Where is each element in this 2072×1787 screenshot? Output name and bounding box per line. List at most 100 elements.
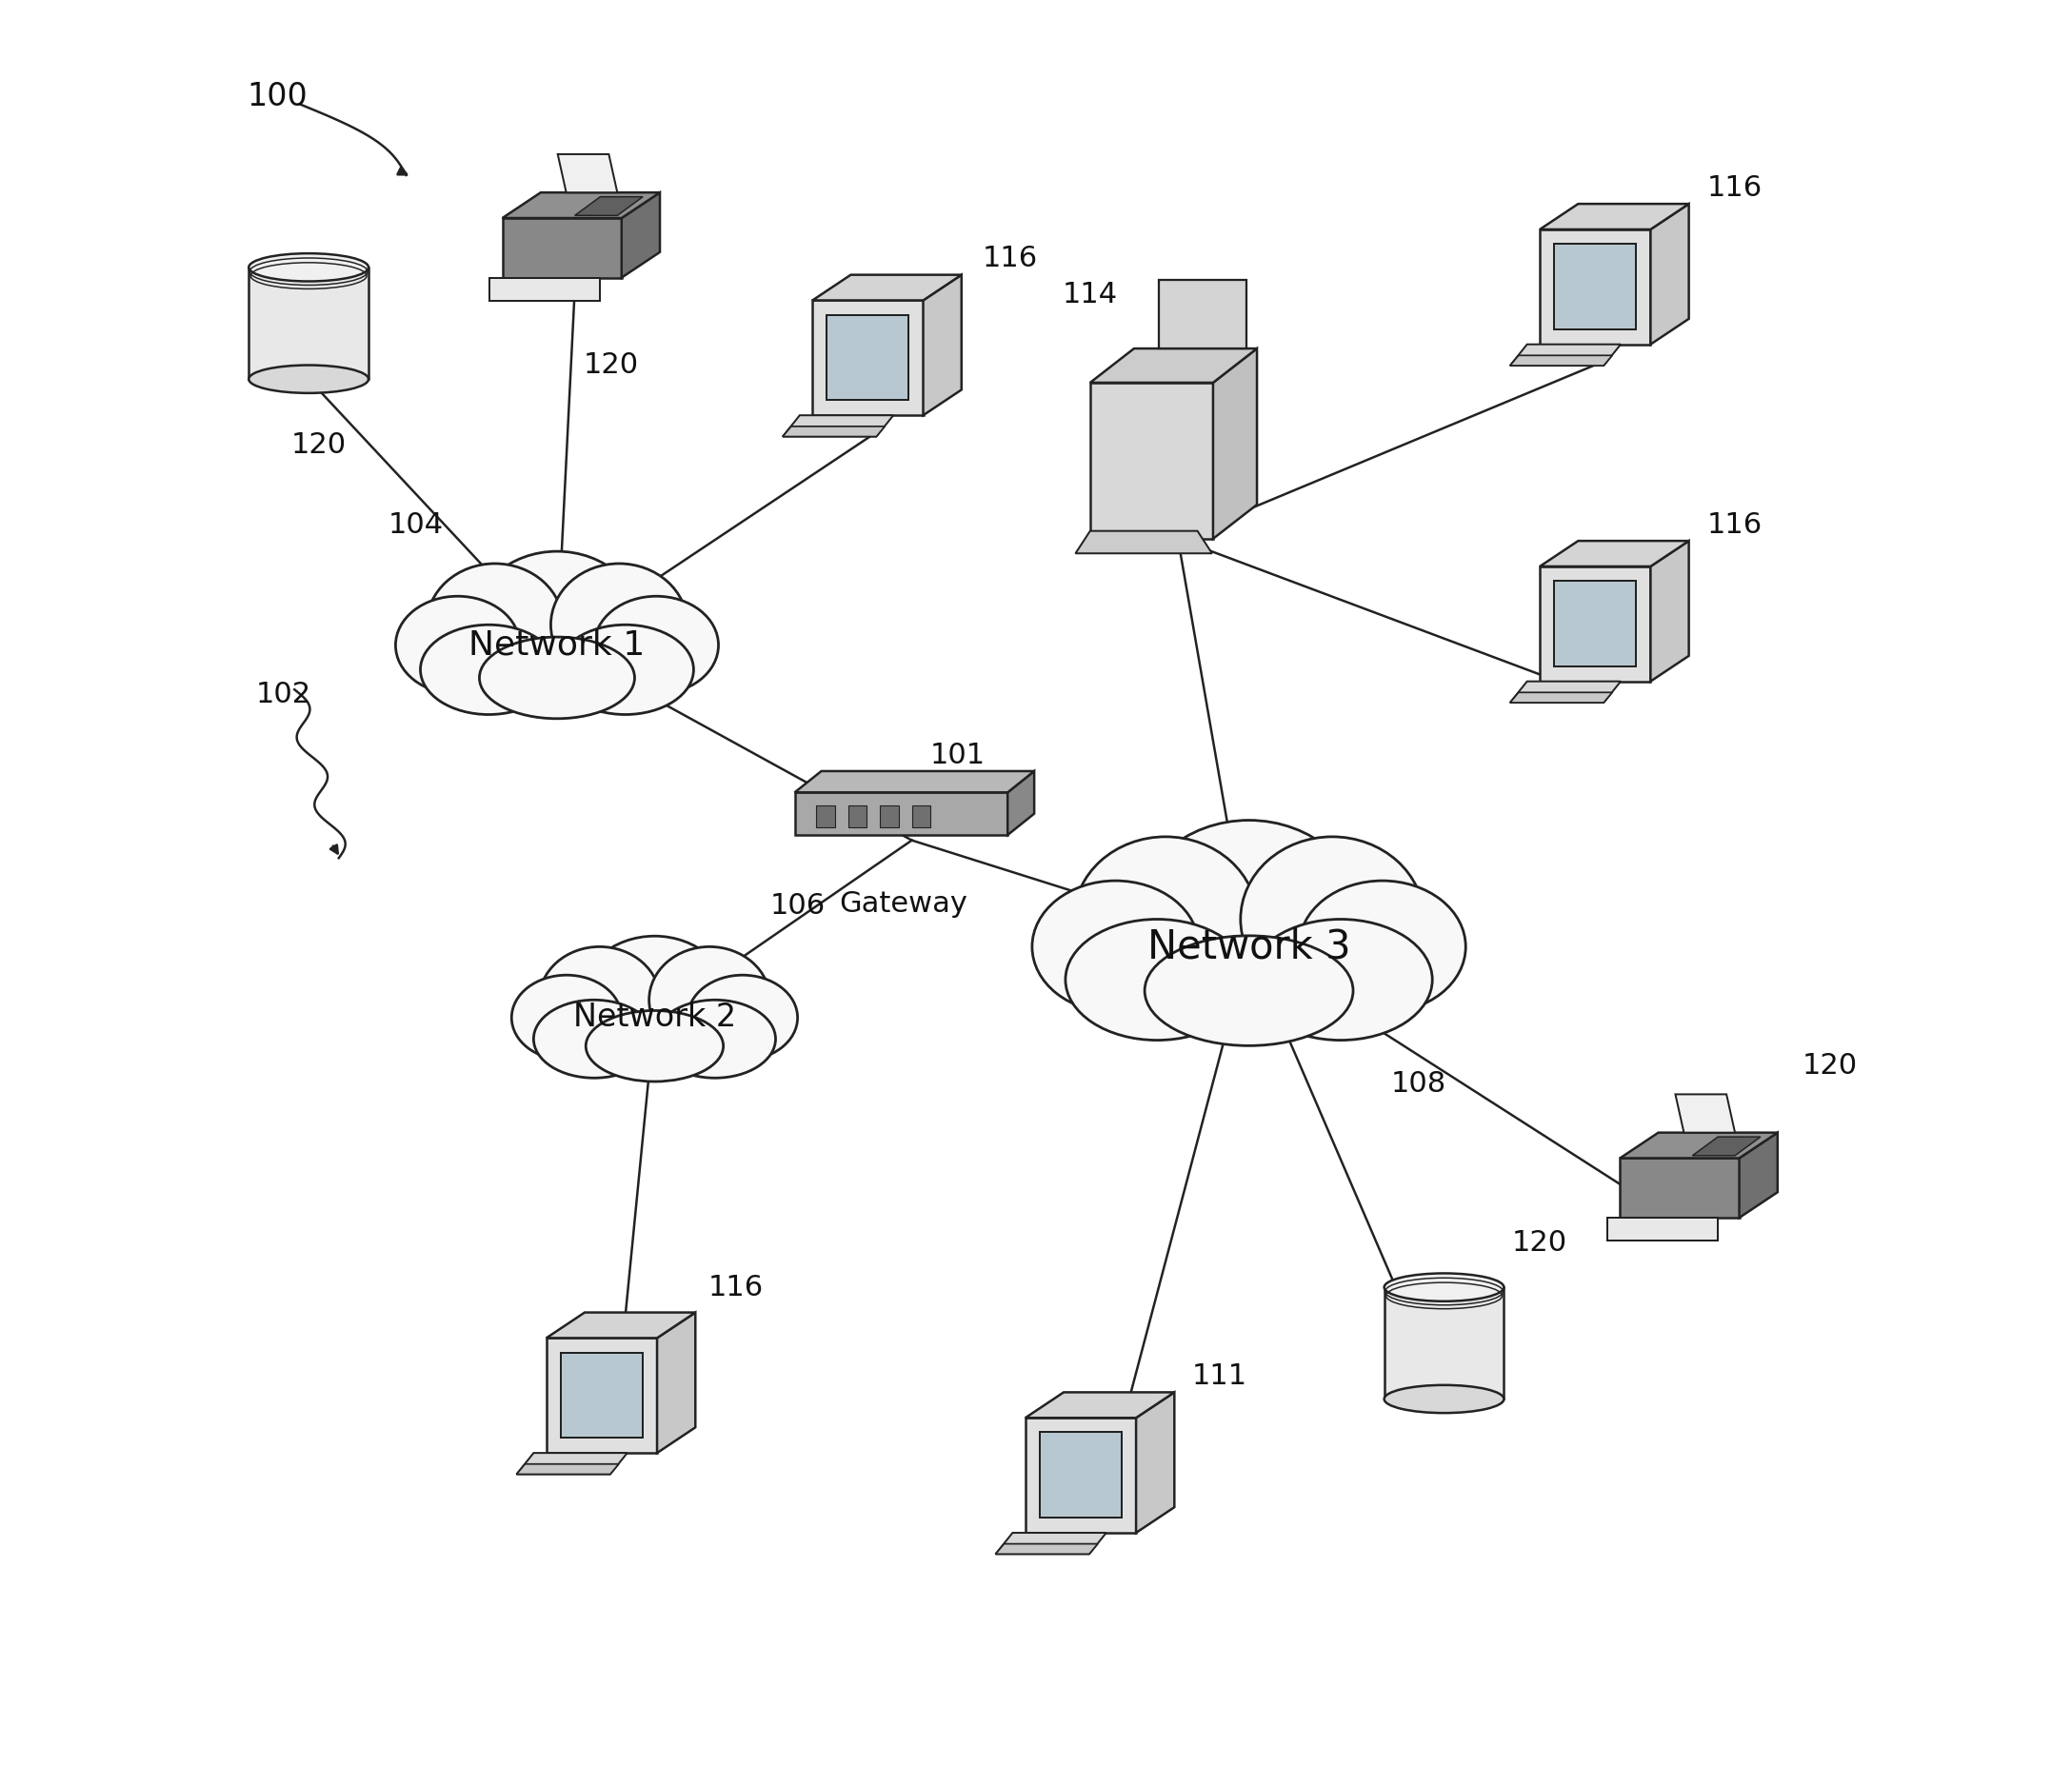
Polygon shape [489, 277, 601, 300]
Ellipse shape [586, 1011, 723, 1081]
Polygon shape [816, 806, 835, 827]
Ellipse shape [539, 947, 661, 1053]
Ellipse shape [249, 365, 369, 393]
Polygon shape [1135, 1392, 1175, 1533]
Text: 116: 116 [709, 1274, 762, 1301]
Polygon shape [1026, 1417, 1135, 1533]
Polygon shape [847, 806, 866, 827]
Ellipse shape [479, 636, 634, 718]
Polygon shape [501, 218, 622, 277]
Polygon shape [995, 1533, 1106, 1555]
Polygon shape [516, 1464, 620, 1474]
Text: 104: 104 [387, 511, 443, 538]
Text: Network 1: Network 1 [468, 629, 644, 661]
Polygon shape [924, 275, 961, 415]
Polygon shape [1026, 1392, 1175, 1417]
Polygon shape [1539, 204, 1689, 229]
Polygon shape [1510, 356, 1612, 366]
Polygon shape [995, 1544, 1098, 1555]
Text: 116: 116 [1707, 511, 1761, 538]
Text: 116: 116 [982, 245, 1038, 273]
Text: 120: 120 [1510, 1229, 1566, 1256]
Polygon shape [1693, 1137, 1761, 1156]
Text: 120: 120 [1803, 1053, 1859, 1079]
Polygon shape [622, 193, 659, 277]
Polygon shape [1040, 1433, 1121, 1517]
Polygon shape [1007, 772, 1034, 835]
Polygon shape [1075, 531, 1212, 554]
Ellipse shape [396, 597, 520, 693]
Polygon shape [1539, 541, 1689, 566]
Polygon shape [1158, 281, 1245, 348]
Text: 120: 120 [584, 352, 638, 379]
Ellipse shape [1384, 1385, 1504, 1414]
Polygon shape [547, 1312, 696, 1338]
Text: 102: 102 [255, 681, 311, 708]
Polygon shape [796, 792, 1007, 835]
Text: 100: 100 [247, 80, 307, 113]
Ellipse shape [655, 1001, 775, 1078]
Polygon shape [557, 154, 617, 193]
Text: 120: 120 [290, 431, 346, 459]
Polygon shape [796, 772, 1034, 792]
Polygon shape [881, 806, 899, 827]
Polygon shape [1212, 348, 1258, 538]
Text: 116: 116 [1707, 173, 1761, 202]
Polygon shape [1384, 1287, 1504, 1399]
Polygon shape [827, 315, 910, 400]
Polygon shape [1510, 692, 1612, 702]
Ellipse shape [1299, 881, 1465, 1013]
Polygon shape [812, 300, 924, 415]
Polygon shape [562, 1353, 642, 1437]
Polygon shape [1554, 581, 1637, 667]
Polygon shape [1510, 681, 1620, 702]
Ellipse shape [1241, 836, 1423, 1003]
Text: Network 2: Network 2 [574, 1003, 736, 1033]
Text: 101: 101 [930, 742, 984, 770]
Polygon shape [1539, 566, 1651, 681]
Polygon shape [547, 1338, 657, 1453]
Text: 114: 114 [1063, 281, 1119, 307]
Polygon shape [1620, 1133, 1778, 1158]
Polygon shape [1620, 1158, 1738, 1217]
Ellipse shape [551, 563, 688, 686]
Polygon shape [501, 193, 659, 218]
Ellipse shape [1249, 919, 1432, 1040]
Ellipse shape [1144, 936, 1353, 1045]
Polygon shape [574, 197, 642, 216]
Text: 106: 106 [771, 892, 825, 920]
Ellipse shape [578, 936, 731, 1070]
Ellipse shape [1032, 881, 1200, 1013]
Ellipse shape [1065, 919, 1249, 1040]
Ellipse shape [557, 625, 694, 715]
Polygon shape [249, 268, 369, 379]
Text: Network 3: Network 3 [1148, 927, 1351, 967]
Text: Gateway: Gateway [839, 890, 968, 917]
Polygon shape [783, 427, 885, 436]
Polygon shape [1539, 229, 1651, 345]
Ellipse shape [249, 254, 369, 281]
Polygon shape [1738, 1133, 1778, 1217]
Polygon shape [783, 415, 893, 436]
Ellipse shape [535, 1001, 655, 1078]
Ellipse shape [688, 976, 798, 1060]
Polygon shape [516, 1453, 628, 1474]
Polygon shape [1651, 541, 1689, 681]
Polygon shape [1608, 1217, 1718, 1240]
Ellipse shape [1073, 836, 1258, 1003]
Polygon shape [1676, 1094, 1734, 1133]
Ellipse shape [512, 976, 622, 1060]
Ellipse shape [649, 947, 771, 1053]
Ellipse shape [470, 552, 644, 706]
Polygon shape [1090, 348, 1258, 382]
Polygon shape [912, 806, 930, 827]
Ellipse shape [427, 563, 564, 686]
Ellipse shape [1384, 1274, 1504, 1301]
Ellipse shape [1131, 820, 1365, 1029]
Polygon shape [812, 275, 961, 300]
Ellipse shape [595, 597, 719, 693]
Polygon shape [1510, 345, 1620, 366]
Polygon shape [1090, 382, 1212, 538]
Ellipse shape [421, 625, 557, 715]
Polygon shape [1651, 204, 1689, 345]
